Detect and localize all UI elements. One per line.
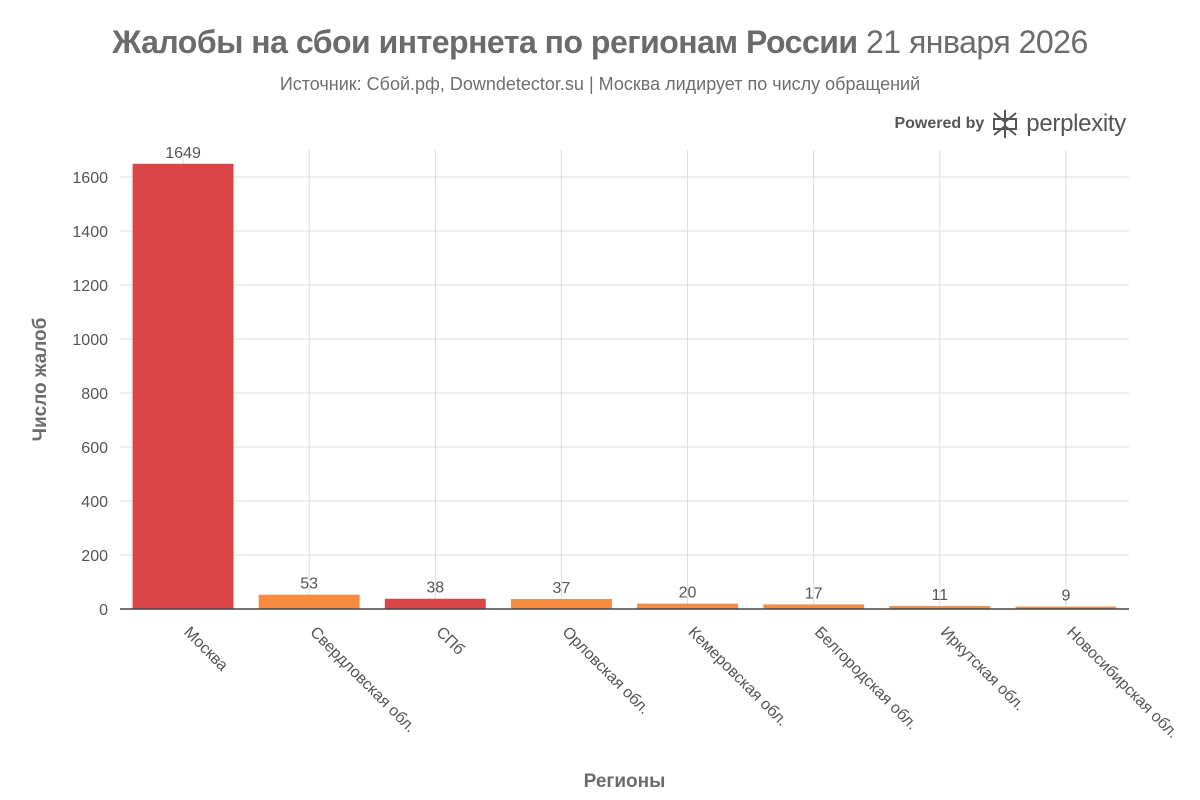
bar-value-label: 17: [805, 585, 823, 602]
chart-title-date: 21 января 2026: [865, 24, 1088, 60]
y-tick-label: 800: [81, 386, 108, 403]
x-axis-title: Регионы: [584, 771, 666, 792]
bar-value-label: 11: [932, 587, 949, 604]
y-tick-label: 600: [81, 440, 108, 457]
bar: [889, 606, 991, 609]
bars-layer: [132, 163, 1117, 609]
y-tick-label: 200: [81, 548, 108, 565]
y-tick-label: 0: [99, 602, 108, 619]
grid-layer: [120, 150, 1129, 609]
x-category-label: Иркутская обл.: [937, 624, 1028, 715]
bar: [132, 163, 234, 609]
bar: [637, 603, 739, 609]
bar: [1015, 606, 1117, 609]
y-tick-label: 1200: [72, 278, 108, 295]
x-category-label: Белгородская обл.: [811, 624, 921, 734]
bar-value-label: 9: [1061, 588, 1070, 605]
bar: [510, 599, 612, 609]
y-tick-label: 1000: [72, 332, 108, 349]
bar-value-label: 37: [553, 580, 571, 597]
powered-by-badge: Powered by perplexity: [894, 109, 1126, 139]
y-axis-title: Число жалоб: [30, 318, 51, 442]
bar-value-label: 38: [426, 580, 444, 597]
x-category-label: Новосибирская обл.: [1063, 624, 1181, 742]
x-category-label: Свердловская обл.: [306, 624, 418, 736]
chart-subtitle: Источник: Сбой.рф, Downdetector.su | Мос…: [279, 74, 921, 94]
bar-value-label: 1649: [165, 145, 201, 162]
y-tick-label: 400: [81, 494, 108, 511]
bar-value-label: 53: [300, 576, 318, 593]
perplexity-wordmark: perplexity: [1026, 110, 1126, 137]
chart-title-main: Жалобы на сбои интернета по регионам Рос…: [112, 24, 858, 60]
bar: [258, 594, 360, 609]
perplexity-logo-icon: [993, 110, 1018, 138]
x-category-label: Орловская обл.: [559, 624, 653, 718]
powered-by-label: Powered by: [894, 115, 985, 132]
bar: [384, 598, 486, 609]
x-category-label: Москва: [180, 624, 231, 675]
x-category-label: Кемеровская обл.: [685, 624, 791, 730]
bar-value-label: 20: [679, 585, 697, 602]
x-category-label: СПб: [432, 624, 467, 659]
y-tick-label: 1600: [72, 170, 108, 187]
labels-layer: 0 200 400 600 800 1000 1200 1400 1600 1649 Москва 5…: [72, 145, 1181, 742]
chart-title: Жалобы на сбои интернета по регионам Рос…: [0, 24, 1200, 61]
bar: [763, 604, 865, 609]
y-tick-label: 1400: [72, 224, 108, 241]
